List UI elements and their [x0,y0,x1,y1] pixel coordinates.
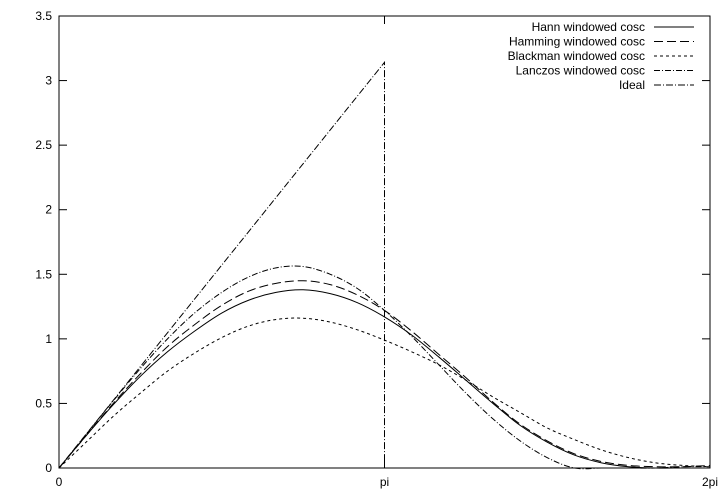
ticks: 0 0.5 1 1.5 2 2.5 3 3.5 0 pi 2pi [35,9,718,489]
series-layer [58,60,711,470]
series-line-ideal [58,60,385,469]
y-tick-label: 3 [45,74,52,88]
y-tick-label: 2.5 [35,138,52,152]
legend-label: Hann windowed cosc [532,20,645,34]
y-tick-label: 0.5 [35,396,52,410]
legend-label: Lanczos windowed cosc [516,64,645,78]
legend-label: Blackman windowed cosc [508,49,645,63]
y-tick-label: 3.5 [35,9,52,23]
y-tick-label: 1 [45,332,52,346]
legend-label: Hamming windowed cosc [509,35,645,49]
x-tick-label: 2pi [702,475,718,489]
x-tick-label: 0 [56,475,63,489]
x-tick-label: pi [380,475,389,489]
y-tick-label: 1.5 [35,267,52,281]
legend-label: Ideal [619,78,645,92]
y-tick-label: 0 [45,461,52,475]
y-tick-label: 2 [45,203,52,217]
